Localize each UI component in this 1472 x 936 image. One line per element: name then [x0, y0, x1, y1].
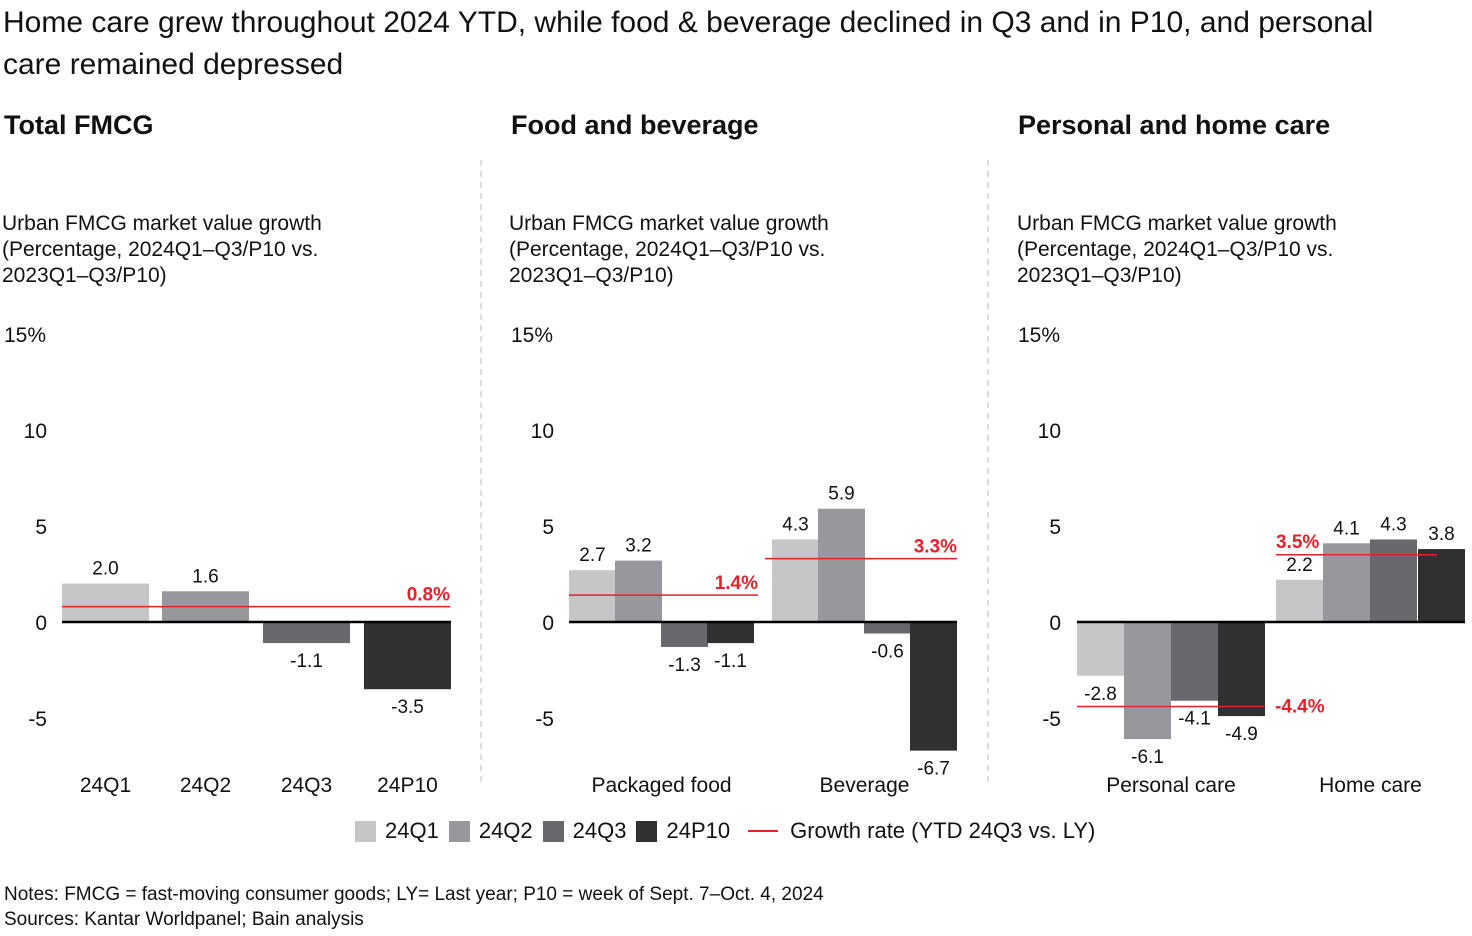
y-tick-label: 15%: [511, 324, 553, 347]
y-tick-label: 0: [542, 612, 554, 635]
x-category-label: 24Q3: [281, 774, 332, 797]
y-tick-label: 10: [1038, 420, 1061, 443]
data-label: 5.9: [828, 484, 854, 505]
legend-item-24p10: 24P10: [636, 818, 730, 844]
legend-item-growth: Growth rate (YTD 24Q3 vs. LY): [740, 818, 1095, 844]
x-category-label: 24Q1: [80, 774, 131, 797]
legend-label: 24Q2: [478, 818, 533, 843]
y-tick-label: -5: [28, 708, 47, 731]
bar-24p10: [1418, 549, 1465, 622]
legend-swatch: [355, 820, 376, 842]
legend-label: 24Q1: [385, 818, 439, 843]
bar-24q3: [263, 622, 350, 644]
y-tick-label: 15%: [1018, 324, 1060, 347]
legend-label: 24Q3: [572, 818, 627, 843]
x-category-label: Packaged food: [591, 774, 731, 797]
x-category-label: Beverage: [820, 774, 910, 797]
y-tick-label: 10: [531, 420, 554, 443]
legend-label: Growth rate (YTD 24Q3 vs. LY): [790, 818, 1096, 843]
bar-24q2: [1124, 622, 1171, 740]
x-category-label: 24P10: [377, 774, 438, 797]
data-label: -6.1: [1131, 747, 1164, 768]
legend-item-24q3: 24Q3: [542, 818, 627, 844]
data-label: 2.2: [1286, 555, 1312, 576]
data-label: -1.3: [668, 655, 701, 676]
bar-24q2: [818, 508, 865, 622]
legend-swatch: [636, 820, 658, 842]
panel-subtitle-total: Urban FMCG market value growth (Percenta…: [2, 212, 322, 287]
data-label: -1.1: [290, 651, 323, 672]
growth-rate-label: 1.4%: [715, 573, 758, 594]
figure-title: Home care grew throughout 2024 YTD, whil…: [3, 6, 1374, 81]
bar-24q1: [772, 539, 819, 622]
data-label: 1.6: [192, 566, 218, 587]
panel-subtitle-food: Urban FMCG market value growth (Percenta…: [509, 212, 829, 287]
bar-24q2: [615, 560, 662, 622]
y-tick-label: 0: [35, 612, 47, 635]
bar-24q1: [62, 583, 149, 622]
bar-24p10: [910, 622, 957, 751]
data-label: 2.7: [579, 545, 605, 566]
legend-line: [748, 830, 779, 832]
bar-24q1: [1077, 622, 1124, 676]
growth-rate-label: 0.8%: [407, 585, 450, 606]
data-label: -0.6: [871, 642, 904, 663]
x-category-label: Home care: [1319, 774, 1422, 797]
data-label: -4.1: [1178, 709, 1211, 730]
data-label: -4.9: [1225, 724, 1258, 745]
panel-title-care: Personal and home care: [1018, 110, 1331, 140]
y-tick-label: -5: [1042, 708, 1061, 731]
y-tick-label: 5: [35, 516, 47, 539]
legend-item-24q2: 24Q2: [448, 818, 533, 844]
x-category-label: Personal care: [1106, 774, 1236, 797]
growth-rate-label: 3.5%: [1276, 532, 1319, 553]
data-label: 3.8: [1428, 524, 1454, 545]
data-label: 4.3: [1380, 514, 1406, 535]
y-tick-label: 5: [1049, 516, 1061, 539]
bar-24q3: [864, 622, 911, 634]
legend-swatch: [542, 820, 564, 842]
panel-subtitle-care: Urban FMCG market value growth (Percenta…: [1017, 212, 1337, 287]
panel-title-total: Total FMCG: [4, 110, 154, 140]
sources: Sources: Kantar Worldpanel; Bain analysi…: [4, 909, 364, 930]
growth-rate-label: -4.4%: [1275, 696, 1325, 717]
panel-title-food: Food and beverage: [511, 110, 759, 140]
data-label: 3.2: [625, 536, 651, 557]
data-label: -1.1: [714, 651, 747, 672]
bar-24q3: [661, 622, 708, 647]
legend-swatch: [448, 820, 470, 842]
y-tick-label: -5: [535, 708, 554, 731]
data-label: -6.7: [917, 759, 950, 780]
data-label: 4.1: [1333, 518, 1359, 539]
y-tick-label: 15%: [4, 324, 46, 347]
bar-24q2: [1323, 543, 1370, 622]
bar-24q3: [1171, 622, 1218, 701]
data-label: -3.5: [391, 697, 424, 718]
bar-24p10: [707, 622, 754, 644]
y-tick-label: 10: [24, 420, 47, 443]
notes: Notes: FMCG = fast-moving consumer goods…: [4, 884, 824, 905]
data-label: 4.3: [782, 514, 808, 535]
bar-24p10: [364, 622, 451, 690]
x-category-label: 24Q2: [180, 774, 231, 797]
bar-24p10: [1218, 622, 1265, 717]
legend: 24Q1 24Q2 24Q3 24P10 Growth rate (YTD 24…: [355, 818, 1105, 844]
bar-24q3: [1370, 539, 1417, 622]
legend-label: 24P10: [666, 818, 731, 843]
y-tick-label: 5: [542, 516, 554, 539]
bar-24q1: [1276, 579, 1323, 622]
bar-24q1: [569, 570, 616, 622]
legend-item-24q1: 24Q1: [355, 818, 439, 844]
y-tick-label: 0: [1049, 612, 1061, 635]
data-label: 2.0: [92, 559, 118, 580]
data-label: -2.8: [1084, 684, 1117, 705]
growth-rate-label: 3.3%: [914, 537, 957, 558]
